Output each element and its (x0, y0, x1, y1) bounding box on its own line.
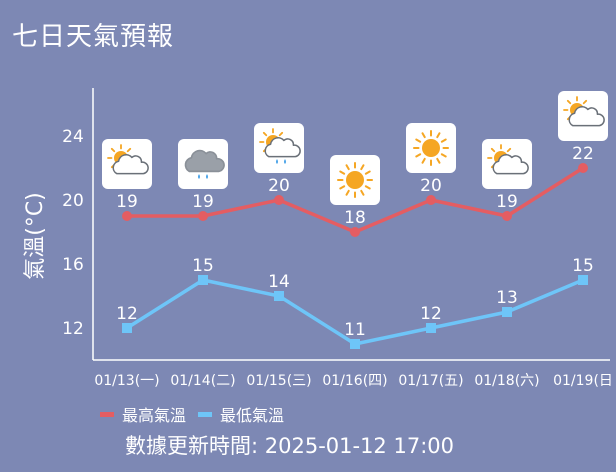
high-temp-label: 20 (420, 176, 442, 196)
y-axis-label: 氣溫(°C) (23, 192, 48, 280)
x-tick-label: 01/17(五) (398, 373, 463, 389)
x-tick-label: 01/19(日 (553, 373, 613, 389)
chart-title: 七日天氣預報 (12, 22, 175, 52)
low-temp-label: 11 (344, 320, 366, 340)
legend-item-high[interactable]: 最高氣溫 (100, 402, 186, 426)
legend-low-swatch (198, 411, 213, 417)
high-temp-label: 20 (268, 176, 290, 196)
sun-cloud-icon (482, 139, 532, 189)
sun-cloud-icon (558, 91, 608, 141)
update-time: 數據更新時間: 2025-01-12 17:00 (125, 434, 454, 458)
high-temp-point (274, 195, 284, 205)
low-temp-point (122, 323, 132, 333)
x-tick-label: 01/13(一) (94, 373, 159, 389)
low-temp-point (274, 291, 284, 301)
x-tick-label: 01/18(六) (474, 373, 539, 389)
sun-cloud-icon (102, 139, 152, 189)
legend-high-label: 最高氣溫 (122, 406, 187, 425)
y-tick-label: 20 (62, 191, 84, 211)
low-temp-label: 14 (268, 272, 290, 292)
low-temp-point (502, 307, 512, 317)
y-tick-label: 24 (62, 127, 84, 147)
high-temp-point (122, 211, 132, 221)
low-temp-point (578, 275, 588, 285)
x-tick-label: 01/16(四) (322, 373, 387, 389)
low-temp-label: 13 (496, 288, 518, 308)
high-temp-point (578, 163, 588, 173)
legend-item-low[interactable]: 最低氣溫 (198, 402, 284, 426)
y-tick-label: 16 (62, 255, 84, 275)
high-temp-label: 19 (496, 192, 518, 212)
low-temp-point (350, 339, 360, 349)
sun-icon (330, 155, 380, 205)
high-temp-point (198, 211, 208, 221)
low-temp-point (426, 323, 436, 333)
high-temp-point (426, 195, 436, 205)
sun-cloud-rain-icon (254, 123, 304, 173)
high-temp-point (502, 211, 512, 221)
sun-icon (406, 123, 456, 173)
low-temp-label: 12 (420, 304, 442, 324)
x-tick-label: 01/14(二) (170, 373, 235, 389)
high-temp-label: 18 (344, 208, 366, 228)
legend: 最高氣溫 最低氣溫 (100, 402, 296, 426)
high-temp-label: 19 (116, 192, 138, 212)
high-temp-point (350, 227, 360, 237)
high-temp-label: 22 (572, 144, 594, 164)
legend-low-label: 最低氣溫 (220, 406, 285, 425)
x-tick-label: 01/15(三) (246, 373, 311, 389)
high-temp-label: 19 (192, 192, 214, 212)
y-tick-label: 12 (62, 319, 84, 339)
low-temp-label: 15 (572, 256, 594, 276)
rain-cloud-icon (178, 139, 228, 189)
legend-high-swatch (100, 411, 114, 417)
low-temp-point (198, 275, 208, 285)
low-temp-label: 15 (192, 256, 214, 276)
low-temp-label: 12 (116, 304, 138, 324)
